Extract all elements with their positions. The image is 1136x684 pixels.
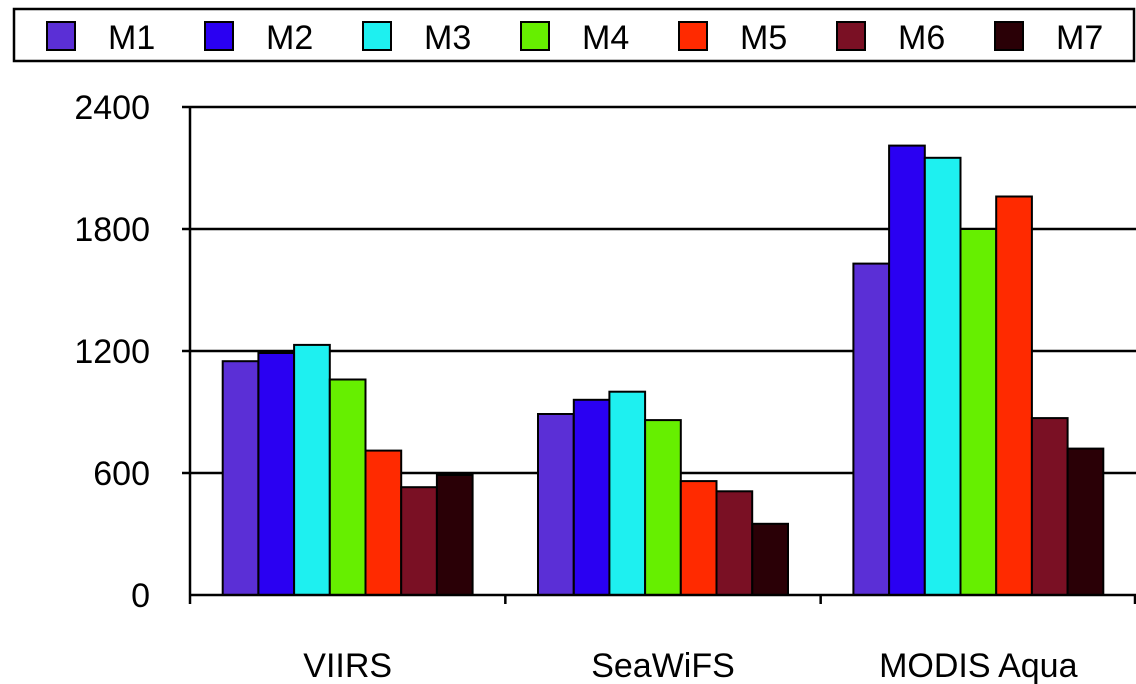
bar-m4-modis-aqua (959, 228, 998, 596)
bar-m5-viirs (364, 449, 403, 596)
legend-swatch-m4 (520, 21, 550, 51)
tick-labels: 0 600 1200 1800 2400 VIIRS SeaWiFS MODIS Aqua (74, 89, 1077, 684)
y-tick-label: 1800 (74, 211, 150, 249)
bar-m2-viirs (257, 352, 296, 596)
bar-m5-modis-aqua (995, 195, 1033, 596)
legend-label-m5: M5 (740, 19, 787, 57)
legend-label-m2: M2 (266, 19, 313, 57)
bar-m3-viirs (293, 343, 331, 596)
y-tick-label: 2400 (74, 89, 150, 127)
y-tick-label: 1200 (74, 333, 150, 371)
legend-swatch-m3 (362, 21, 392, 51)
bar-m6-seawifs (715, 490, 754, 596)
legend-swatch-m6 (836, 21, 866, 51)
legend-box (12, 7, 1136, 63)
bar-m4-viirs (328, 378, 367, 596)
y-tick-label: 600 (93, 455, 150, 493)
bar-m1-modis-aqua (852, 262, 891, 596)
bar-m1-viirs (221, 360, 260, 597)
bar-m2-seawifs (572, 398, 611, 596)
bar-m5-seawifs (679, 480, 718, 597)
legend-label-m1: M1 (108, 19, 155, 57)
bar-m7-viirs (435, 474, 474, 596)
x-tick-label: MODIS Aqua (879, 647, 1078, 684)
bar-m6-viirs (400, 486, 438, 597)
legend-label-m7: M7 (1056, 19, 1103, 57)
legend-swatch-m7 (994, 21, 1024, 51)
legend: M1 M2 M3 M4 M5 M6 M7 (12, 7, 1136, 63)
legend-label-m6: M6 (898, 19, 945, 57)
bar-m7-seawifs (751, 522, 789, 596)
x-tick-label: SeaWiFS (591, 647, 735, 684)
x-tick-label: VIIRS (303, 647, 392, 684)
bar-m4-seawifs (644, 419, 682, 596)
axes (182, 105, 1136, 604)
bars (221, 144, 1105, 597)
legend-swatch-m2 (204, 21, 234, 51)
bar-m2-modis-aqua (888, 144, 926, 596)
y-tick-label: 0 (131, 577, 150, 615)
bar-m7-modis-aqua (1066, 447, 1105, 596)
legend-swatch-m5 (678, 21, 708, 51)
legend-swatch-m1 (46, 21, 76, 51)
bar-m3-modis-aqua (923, 156, 962, 597)
legend-label-m3: M3 (424, 19, 471, 57)
bar-m3-seawifs (608, 390, 647, 597)
legend-label-m4: M4 (582, 19, 629, 57)
bar-m1-seawifs (537, 413, 575, 596)
bar-m6-modis-aqua (1030, 417, 1069, 596)
